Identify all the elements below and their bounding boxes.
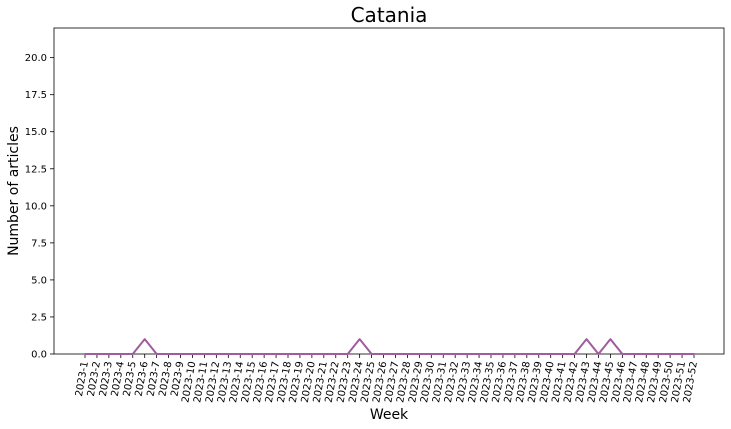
x-axis-label: Week bbox=[370, 407, 409, 423]
y-tick-label: 12.5 bbox=[25, 164, 47, 175]
y-tick-label: 7.5 bbox=[31, 238, 47, 249]
y-tick-label: 5.0 bbox=[31, 275, 47, 286]
y-axis-label: Number of articles bbox=[6, 126, 22, 256]
y-axis: 0.0 2.5 5.0 7.5 10.0 12.5 15.0 17.5 20.0 bbox=[25, 53, 54, 361]
y-tick-label: 15.0 bbox=[25, 127, 47, 138]
y-tick-label: 20.0 bbox=[25, 53, 47, 64]
y-tick-label: 0.0 bbox=[31, 350, 47, 361]
series-line bbox=[84, 338, 695, 355]
chart-title: Catania bbox=[351, 3, 428, 27]
y-tick-label: 2.5 bbox=[31, 312, 47, 323]
y-tick-label: 10.0 bbox=[25, 201, 47, 212]
x-axis: 2023-12023-22023-32023-42023-52023-62023… bbox=[74, 354, 700, 404]
y-tick-label: 17.5 bbox=[25, 90, 47, 101]
series-layer bbox=[84, 338, 695, 355]
